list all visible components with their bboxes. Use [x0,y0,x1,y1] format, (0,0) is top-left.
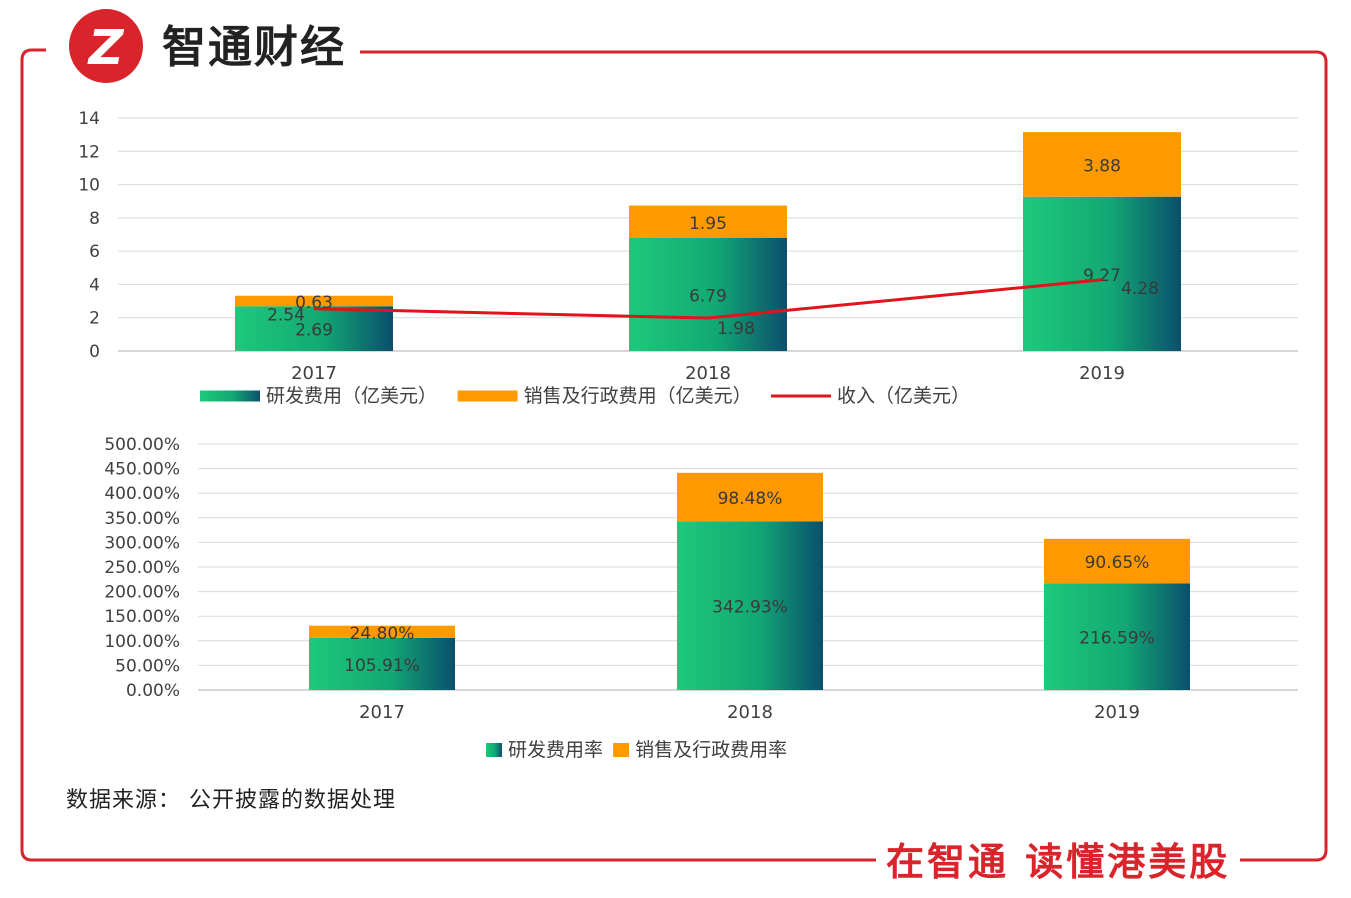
y-tick-label: 400.00% [104,484,180,504]
y-tick-label: 14 [78,109,100,129]
svg-text:Z: Z [87,20,125,76]
bar-sga [309,625,455,638]
legend-swatch [200,390,260,402]
x-tick-label: 2018 [685,363,731,384]
data-label-sga: 90.65% [1085,553,1150,573]
data-label-sga: 1.95 [689,214,727,234]
x-tick-label: 2017 [359,702,405,723]
y-tick-label: 12 [78,142,100,162]
data-label-rd: 342.93% [712,598,788,618]
data-label-rd: 2.69 [295,321,333,341]
x-tick-label: 2019 [1079,363,1125,384]
brand-name: 智通财经 [158,20,360,76]
bar-sga [629,205,787,238]
bar-sga [1044,538,1190,584]
bar-rd [235,306,393,351]
bar-rd [1044,583,1190,690]
y-tick-label: 150.00% [104,607,180,627]
y-tick-label: 100.00% [104,632,180,652]
legend-label: 收入（亿美元） [837,385,970,407]
legend-label: 销售及行政费用率 [635,739,787,761]
y-tick-label: 250.00% [104,558,180,578]
data-label-revenue: 4.28 [1121,279,1159,299]
bar-sga [677,472,823,522]
legend-label: 研发费用（亿美元） [266,385,437,407]
y-tick-label: 0.00% [126,681,180,701]
data-label-sga: 98.48% [718,489,783,509]
bar-sga [235,295,393,307]
legend-swatch [457,390,518,402]
y-tick-label: 8 [89,209,100,229]
y-tick-label: 6 [89,242,100,262]
y-tick-label: 50.00% [115,656,180,676]
x-tick-label: 2017 [291,363,337,384]
y-tick-label: 500.00% [104,435,180,455]
y-tick-label: 200.00% [104,583,180,603]
x-tick-label: 2019 [1094,702,1140,723]
expense-ratio-chart: 0.00% 50.00% 100.00% 150.00% 200.00% 250.00% 3… [104,435,1298,761]
bar-rd [1023,196,1181,351]
data-label-revenue: 2.54 [267,306,305,326]
x-tick-label: 2018 [727,702,773,723]
data-label-rd: 6.79 [689,286,727,306]
data-label-rd: 9.27 [1083,266,1121,286]
y-tick-label: 2 [89,309,100,329]
line-revenue [313,278,1103,320]
data-label-sga: 3.88 [1083,156,1121,176]
y-tick-label: 0 [89,342,100,362]
expense-revenue-chart: 0246810121420172.690.6320186.791.9520199… [78,109,1298,407]
frame-border [20,48,1328,862]
data-label-rd: 216.59% [1079,629,1155,649]
bar-rd [309,637,455,690]
data-label-rd: 105.91% [344,656,420,676]
y-tick-label: 4 [89,275,100,295]
brand-logo-icon: Z [69,9,143,83]
data-label-sga: 24.80% [350,624,415,644]
y-tick-label: 350.00% [104,509,180,529]
bar-rd [677,521,823,690]
y-tick-label: 450.00% [104,460,180,480]
legend-swatch [486,743,502,757]
source-note: 数据来源： 公开披露的数据处理 [66,788,396,813]
legend-label: 销售及行政费用（亿美元） [524,385,752,407]
bar-sga [1023,132,1181,197]
y-tick-label: 300.00% [104,533,180,553]
y-tick-label: 10 [78,176,100,196]
legend-swatch [613,743,630,757]
brand-slogan: 在智通 读懂港美股 [876,836,1241,888]
legend-label: 研发费用率 [508,739,603,761]
data-label-revenue: 1.98 [717,319,755,339]
bar-rd [629,237,787,351]
